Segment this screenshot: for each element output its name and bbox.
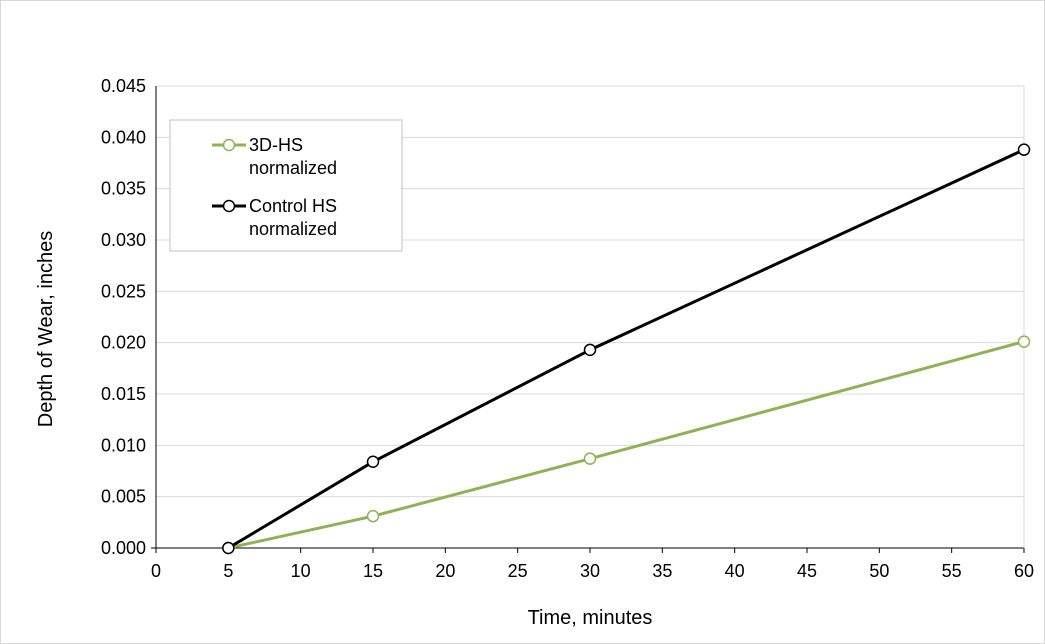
data-point [222, 541, 235, 555]
data-point [583, 343, 597, 357]
y-tick-label: 0.020 [101, 333, 146, 353]
legend-entry-label: Control HS [249, 196, 337, 216]
x-tick-label: 10 [291, 561, 311, 581]
legend-swatch-marker [222, 138, 236, 152]
x-tick-label: 25 [508, 561, 528, 581]
legend-entry-label: 3D-HS [249, 135, 303, 155]
x-tick-label: 45 [797, 561, 817, 581]
y-axis-title: Depth of Wear, inches [35, 231, 57, 427]
x-tick-label: 0 [151, 561, 161, 581]
x-tick-label: 55 [942, 561, 962, 581]
data-point [1017, 143, 1031, 156]
x-tick-label: 50 [869, 561, 889, 581]
legend: 3D-HS normalized Control HS normalized [169, 119, 403, 252]
x-tick-label: 35 [652, 561, 672, 581]
tick-labels: 0.000 0.005 0.010 0.015 0.020 0.025 0.030 0.035… [101, 76, 1034, 581]
legend-swatch-marker [222, 199, 236, 213]
data-point [366, 509, 380, 523]
y-tick-label: 0.000 [101, 538, 146, 558]
y-tick-label: 0.025 [101, 281, 146, 301]
series-line-0 [227, 340, 1025, 550]
x-tick-label: 60 [1014, 561, 1034, 581]
y-tick-label: 0.030 [101, 230, 146, 250]
y-tick-label: 0.040 [101, 127, 146, 147]
series-group [222, 143, 1031, 555]
data-point [1017, 335, 1031, 348]
x-axis-title: Time, minutes [528, 607, 653, 629]
y-tick-label: 0.005 [101, 487, 146, 507]
legend-box [169, 119, 403, 252]
x-tick-label: 15 [363, 561, 383, 581]
legend-entry-label: normalized [249, 158, 337, 178]
x-tick-label: 40 [725, 561, 745, 581]
x-tick-label: 5 [223, 561, 233, 581]
y-tick-label: 0.035 [101, 179, 146, 199]
axes [151, 86, 1025, 553]
y-tick-label: 0.015 [101, 384, 146, 404]
x-tick-label: 20 [435, 561, 455, 581]
data-point [366, 455, 380, 469]
data-point [583, 452, 597, 465]
legend-entry-label: normalized [249, 219, 337, 239]
series-line-1 [227, 148, 1025, 550]
x-tick-label: 30 [580, 561, 600, 581]
y-tick-label: 0.010 [101, 435, 146, 455]
y-tick-label: 0.045 [101, 76, 146, 96]
